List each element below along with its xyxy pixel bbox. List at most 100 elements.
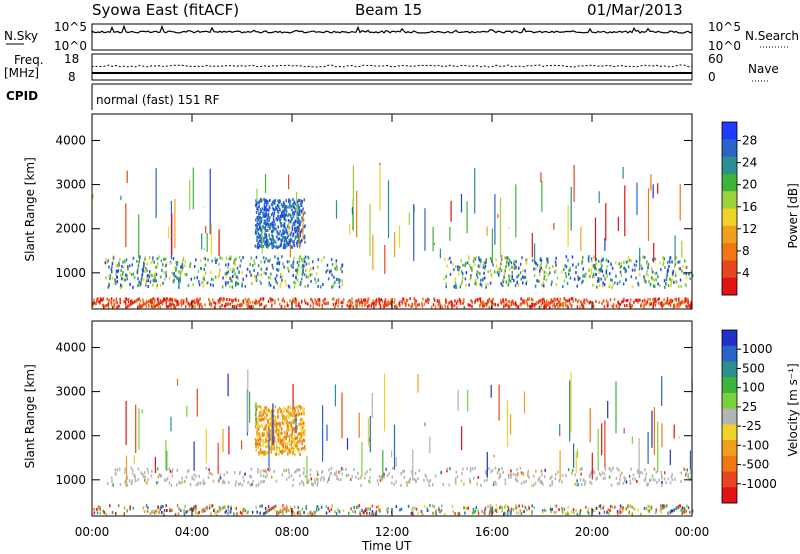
data-cell	[280, 439, 283, 443]
data-cell	[442, 482, 444, 486]
data-cell	[93, 301, 95, 305]
data-cell	[278, 442, 281, 445]
data-cell	[257, 427, 260, 431]
data-cell	[301, 422, 304, 426]
data-cell	[201, 305, 203, 309]
data-cell	[351, 297, 353, 301]
data-cell	[229, 255, 231, 259]
data-cell	[409, 297, 411, 301]
data-cell	[688, 272, 690, 276]
data-cell	[156, 303, 158, 307]
data-cell	[643, 275, 645, 279]
colorbar-swatch	[722, 455, 737, 473]
data-cell	[657, 275, 659, 279]
data-cell	[266, 267, 268, 271]
data-cell	[276, 445, 278, 449]
data-cell	[256, 207, 258, 211]
data-cell	[577, 262, 580, 266]
data-cell	[255, 418, 258, 422]
data-cell	[219, 268, 221, 272]
data-cell	[584, 272, 587, 276]
data-cell	[358, 303, 361, 307]
data-cell	[264, 507, 267, 510]
data-cell	[265, 438, 267, 442]
data-cell	[525, 258, 527, 262]
data-cell	[382, 475, 385, 479]
data-cell	[551, 475, 553, 479]
data-cell	[179, 271, 182, 275]
data-cell	[690, 469, 692, 473]
data-cell	[299, 453, 301, 456]
data-streak	[371, 393, 373, 419]
data-cell	[669, 256, 671, 260]
data-cell	[249, 474, 251, 478]
data-cell	[294, 409, 296, 413]
data-cell	[297, 440, 299, 444]
data-cell	[287, 414, 289, 418]
data-cell	[448, 483, 451, 487]
data-cell	[612, 305, 615, 309]
colorbar-tick-label: 500	[742, 361, 765, 375]
data-cell	[582, 303, 584, 307]
data-cell	[297, 198, 300, 202]
data-cell	[668, 258, 671, 262]
data-cell	[193, 265, 196, 268]
data-cell	[291, 440, 294, 444]
data-cell	[254, 262, 256, 266]
data-cell	[259, 237, 262, 241]
data-cell	[101, 298, 104, 302]
data-cell	[304, 240, 306, 244]
data-cell	[521, 256, 523, 260]
data-cell	[208, 506, 211, 510]
data-cell	[257, 445, 260, 449]
data-cell	[125, 273, 127, 277]
data-cell	[304, 260, 306, 263]
data-cell	[106, 297, 109, 301]
data-cell	[337, 478, 340, 482]
data-cell	[543, 284, 545, 288]
data-cell	[384, 300, 386, 304]
data-cell	[145, 304, 148, 308]
data-cell	[227, 511, 229, 515]
data-cell	[285, 468, 287, 472]
data-cell	[406, 480, 408, 484]
data-cell	[146, 300, 149, 304]
data-cell	[584, 480, 587, 484]
data-cell	[258, 214, 260, 217]
data-cell	[452, 510, 454, 514]
data-cell	[269, 429, 272, 433]
data-cell	[274, 416, 277, 420]
data-cell	[623, 297, 625, 301]
data-cell	[124, 480, 126, 484]
data-cell	[295, 304, 297, 308]
data-cell	[469, 303, 471, 307]
data-cell	[474, 282, 476, 286]
data-cell	[575, 509, 577, 512]
data-cell	[197, 299, 200, 303]
colorbar-swatch	[722, 156, 737, 175]
data-cell	[305, 275, 308, 279]
data-cell	[156, 283, 159, 287]
data-cell	[661, 305, 664, 308]
data-cell	[469, 469, 472, 473]
plot-area	[92, 321, 692, 516]
data-cell	[479, 302, 482, 306]
data-cell	[296, 267, 299, 271]
data-cell	[604, 467, 607, 471]
data-cell	[277, 232, 279, 236]
data-cell	[227, 480, 230, 484]
data-cell	[186, 469, 189, 473]
data-cell	[218, 274, 220, 278]
data-cell	[516, 305, 518, 309]
data-cell	[533, 304, 536, 308]
data-cell	[259, 411, 261, 414]
data-cell	[394, 305, 396, 309]
data-cell	[631, 285, 634, 289]
data-cell	[265, 445, 268, 448]
data-cell	[263, 198, 265, 202]
data-cell	[592, 304, 595, 308]
data-cell	[321, 475, 323, 479]
data-cell	[412, 512, 414, 516]
data-cell	[127, 265, 129, 269]
data-cell	[657, 282, 659, 286]
